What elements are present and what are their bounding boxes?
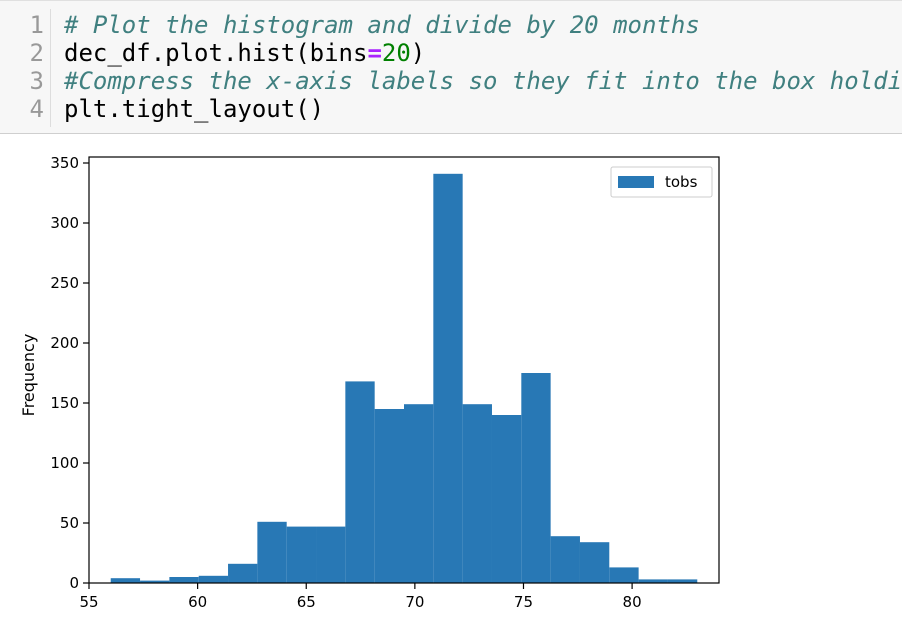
code-line[interactable]: dec_df.plot.hist(bins=20): [64, 39, 425, 67]
histogram-chart: 0 50 100 150 200 250 300 350 55 60 65 70 75 80 tobs F…: [19, 154, 720, 611]
histogram-bar: [169, 577, 199, 583]
histogram-bar: [345, 381, 375, 583]
legend-swatch: [618, 176, 654, 188]
y-tick-label: 300: [50, 214, 79, 232]
code-token: 20: [381, 39, 411, 67]
x-tick-label: 60: [188, 593, 207, 611]
histogram-bar: [433, 173, 463, 584]
histogram-bar: [462, 404, 492, 583]
y-tick-label: 150: [50, 394, 79, 412]
code-token: =: [367, 39, 382, 67]
code-token: dec_df.plot.hist(bins: [64, 39, 368, 67]
histogram-bar: [140, 580, 170, 583]
chart-axes: 0 50 100 150 200 250 300 350 55 60 65 70 75 80: [50, 154, 720, 611]
histogram-bar: [228, 563, 258, 583]
histogram-bar: [316, 526, 346, 583]
code-token: # Plot the histogram and divide by 20 mo…: [64, 11, 700, 39]
y-tick-label: 100: [50, 454, 79, 472]
y-axis-label: Frequency: [19, 334, 38, 417]
histogram-bars: [110, 173, 698, 584]
x-tick-label: 55: [79, 593, 98, 611]
histogram-bar: [491, 415, 522, 583]
histogram-bar: [579, 542, 610, 583]
line-number: 1: [29, 11, 44, 39]
histogram-bar: [198, 575, 229, 583]
code-token: plt.tight_layout(): [64, 95, 325, 123]
histogram-bar: [257, 521, 287, 583]
y-tick-label: 50: [60, 514, 79, 532]
code-token: #Compress the x-axis labels so they fit …: [64, 67, 902, 95]
x-tick-label: 65: [297, 593, 316, 611]
line-number-gutter: [0, 9, 51, 127]
histogram-bar: [374, 409, 404, 583]
y-tick-label: 0: [69, 574, 79, 592]
code-token: ): [410, 39, 426, 67]
code-line[interactable]: plt.tight_layout(): [64, 95, 324, 123]
histogram-bar: [550, 536, 580, 583]
histogram-bar: [667, 579, 698, 583]
output-plot: 0 50 100 150 200 250 300 350 55 60 65 70 75 80 tobs F…: [0, 140, 902, 638]
histogram-bar: [110, 578, 141, 583]
line-number: 4: [29, 95, 44, 123]
chart-legend: tobs: [610, 166, 713, 198]
histogram-bar: [286, 526, 317, 583]
y-tick-label: 250: [50, 274, 79, 292]
x-tick-label: 70: [405, 593, 424, 611]
legend-label: tobs: [665, 173, 698, 191]
y-tick-label: 200: [50, 334, 79, 352]
y-tick-label: 350: [50, 154, 79, 172]
code-cell-input[interactable]: 1 # Plot the histogram and divide by 20 m…: [0, 0, 902, 134]
code-line[interactable]: #Compress the x-axis labels so they fit …: [64, 67, 902, 95]
histogram-bar: [609, 567, 639, 583]
histogram-bar: [638, 579, 668, 583]
histogram-bar: [521, 373, 551, 583]
x-tick-label: 80: [623, 593, 642, 611]
x-tick-label: 75: [514, 593, 533, 611]
plot-frame: [88, 156, 720, 584]
legend-box: [610, 166, 713, 198]
line-number: 2: [29, 39, 44, 67]
line-number: 3: [29, 67, 44, 95]
histogram-bar: [404, 404, 434, 583]
code-line[interactable]: # Plot the histogram and divide by 20 mo…: [64, 11, 700, 39]
